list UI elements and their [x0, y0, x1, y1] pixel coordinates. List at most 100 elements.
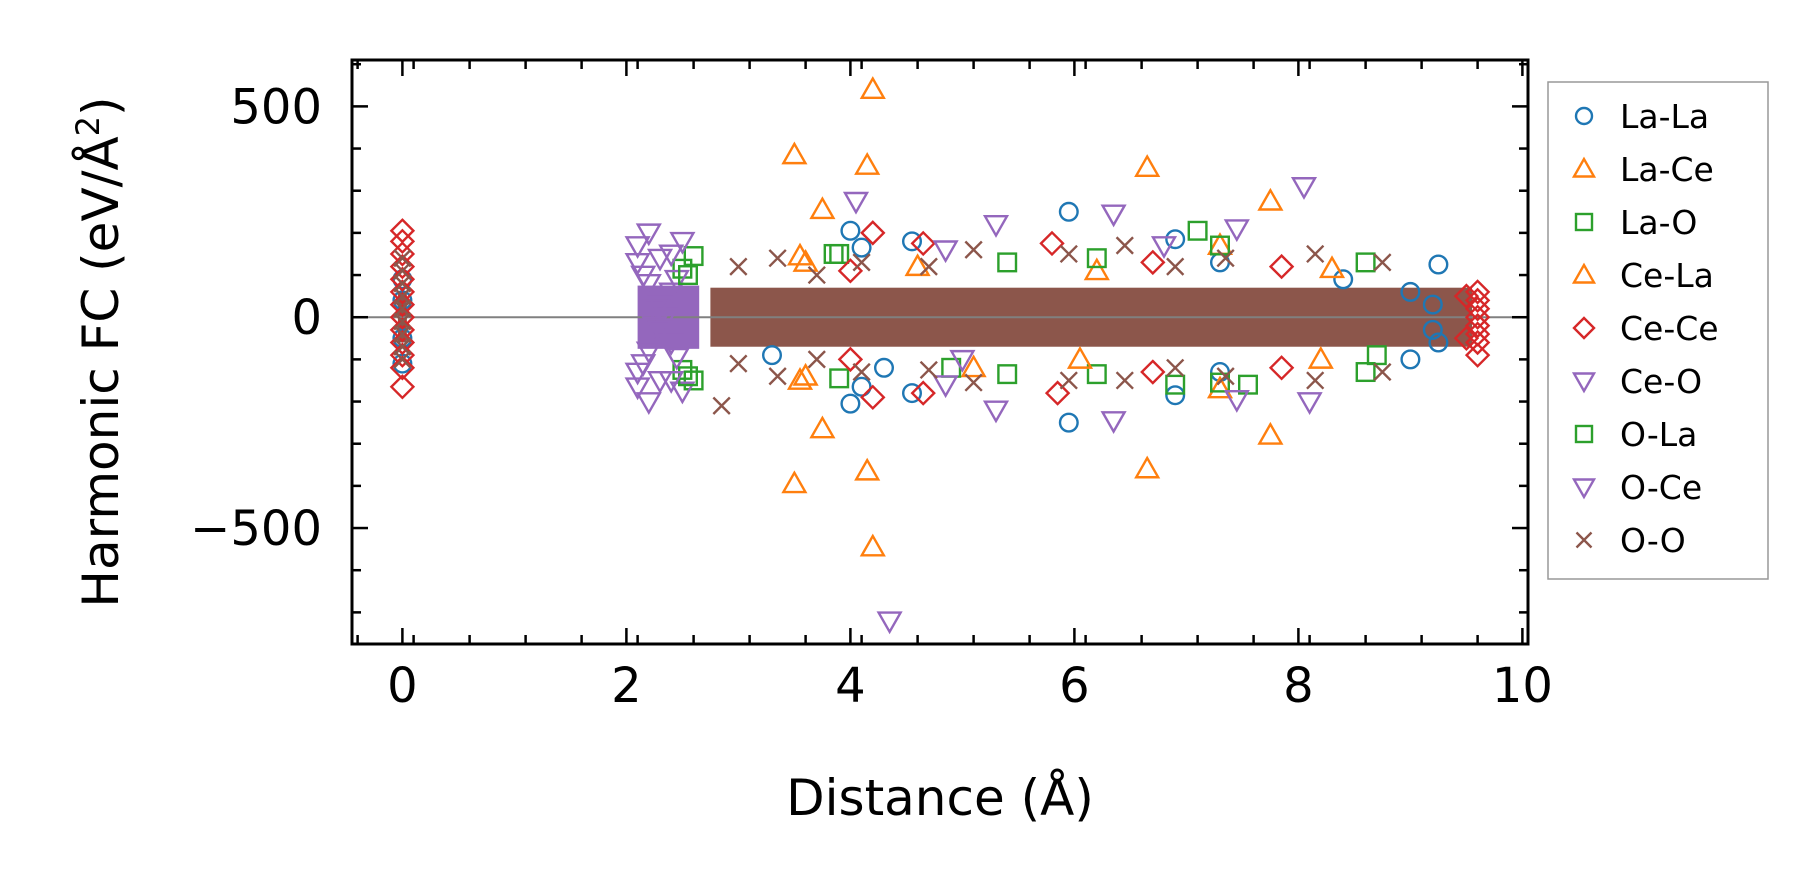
point-ce-o [876, 611, 903, 635]
point-la-ce [781, 470, 808, 494]
point-ce-ce [1140, 249, 1166, 276]
point-la-o [1209, 372, 1230, 393]
point-o-la [678, 265, 699, 286]
point-o-ce [635, 341, 662, 365]
point-la-la [1400, 281, 1421, 302]
point-la-la [902, 231, 923, 252]
x-tick-label: 0 [387, 658, 418, 714]
y-axis-title-superscript: 2 [69, 116, 107, 136]
point-o-la [1366, 345, 1387, 366]
point-ce-o [646, 371, 674, 394]
point-la-la [902, 383, 923, 404]
point-ce-o [669, 231, 696, 255]
x-tick-label: 10 [1492, 658, 1553, 714]
point-la-la [1428, 332, 1449, 353]
point-ce-o [842, 191, 870, 215]
point-la-ce [781, 141, 808, 165]
point-ce-ce [1453, 325, 1480, 351]
point-la-o [1355, 252, 1376, 273]
point-ce-ce [1268, 253, 1295, 280]
point-la-o [1086, 248, 1107, 269]
point-ce-ce [1464, 287, 1491, 314]
point-la-ce [1134, 455, 1161, 479]
point-la-la [1058, 412, 1079, 433]
point-o-o [1216, 249, 1235, 268]
point-o-ce [624, 252, 651, 276]
x-tick-label: 2 [611, 658, 642, 714]
point-la-o [997, 364, 1018, 385]
point-ce-ce [1039, 230, 1065, 257]
legend: La-La La-Ce La-O Ce-La Ce-Ce Ce-O O-La O-Ce O-O [1547, 81, 1769, 580]
point-la-o [1187, 220, 1208, 241]
point-ce-ce [1453, 283, 1480, 309]
point-ce-ce [860, 220, 886, 246]
point-ce-la [1066, 345, 1094, 369]
point-la-o [1086, 364, 1107, 385]
legend-marker-la-la [1574, 106, 1594, 126]
point-ce-o [669, 381, 696, 405]
point-ce-o [652, 307, 679, 331]
point-o-o [852, 253, 871, 272]
point-ce-ce [837, 346, 864, 373]
point-o-o [729, 257, 748, 276]
point-ce-o [635, 392, 662, 415]
point-o-o [1373, 362, 1392, 382]
legend-label-la-ce: La-Ce [1620, 150, 1714, 189]
point-o-o [1059, 371, 1078, 390]
point-o-o [919, 257, 938, 276]
point-o-o [393, 350, 412, 369]
point-la-ce [854, 457, 881, 481]
point-o-la [1165, 374, 1186, 395]
point-la-o [829, 368, 850, 389]
point-ce-ce [1464, 296, 1491, 322]
point-la-o [1237, 374, 1258, 395]
point-la-la [1165, 229, 1186, 250]
legend-label-o-o: O-O [1620, 521, 1686, 560]
point-o-o [807, 350, 826, 369]
point-la-o [997, 252, 1018, 273]
point-o-o [964, 240, 983, 259]
point-la-o [683, 246, 704, 267]
point-o-o [768, 249, 787, 268]
point-la-ce [792, 248, 819, 272]
point-ce-ce [389, 355, 416, 381]
x-tick-label: 4 [835, 658, 866, 714]
point-o-o [964, 373, 983, 392]
point-la-ce [809, 196, 836, 220]
legend-marker-ce-la [1571, 262, 1597, 284]
legend-marker-o-la [1574, 424, 1594, 444]
point-ce-o [982, 400, 1010, 424]
point-la-ce [1206, 375, 1234, 399]
point-la-la [840, 393, 861, 414]
legend-marker-la-ce [1571, 156, 1597, 178]
point-ce-ce [910, 380, 936, 406]
point-ce-ce [910, 230, 936, 257]
point-o-o [852, 362, 871, 382]
point-la-o [1355, 362, 1376, 383]
point-o-ce [658, 371, 685, 394]
point-la-la [1333, 269, 1354, 290]
legend-marker-la-o [1574, 212, 1594, 232]
point-ce-o [1290, 177, 1318, 200]
point-ce-ce [1464, 329, 1491, 356]
point-o-o [807, 265, 826, 285]
point-ce-o [982, 214, 1010, 238]
legend-label-ce-o: Ce-O [1620, 362, 1702, 401]
legend-label-ce-ce: Ce-Ce [1620, 309, 1719, 348]
data-points-layer [389, 76, 1491, 635]
point-ce-o [932, 375, 959, 399]
point-ce-ce [860, 384, 886, 411]
point-la-la [1165, 385, 1186, 406]
legend-marker-ce-ce [1572, 316, 1596, 340]
point-o-ce [1150, 236, 1178, 259]
y-tick-label: 500 [230, 79, 322, 135]
point-ce-la [904, 253, 931, 277]
point-o-o [729, 354, 748, 373]
legend-label-o-ce: O-Ce [1620, 468, 1702, 507]
point-o-ce [646, 320, 674, 344]
point-ce-o [624, 377, 651, 401]
point-o-o [1115, 236, 1134, 255]
point-ce-ce [1044, 380, 1071, 406]
legend-label-ce-la: Ce-La [1620, 256, 1714, 295]
point-ce-o [1223, 219, 1250, 243]
